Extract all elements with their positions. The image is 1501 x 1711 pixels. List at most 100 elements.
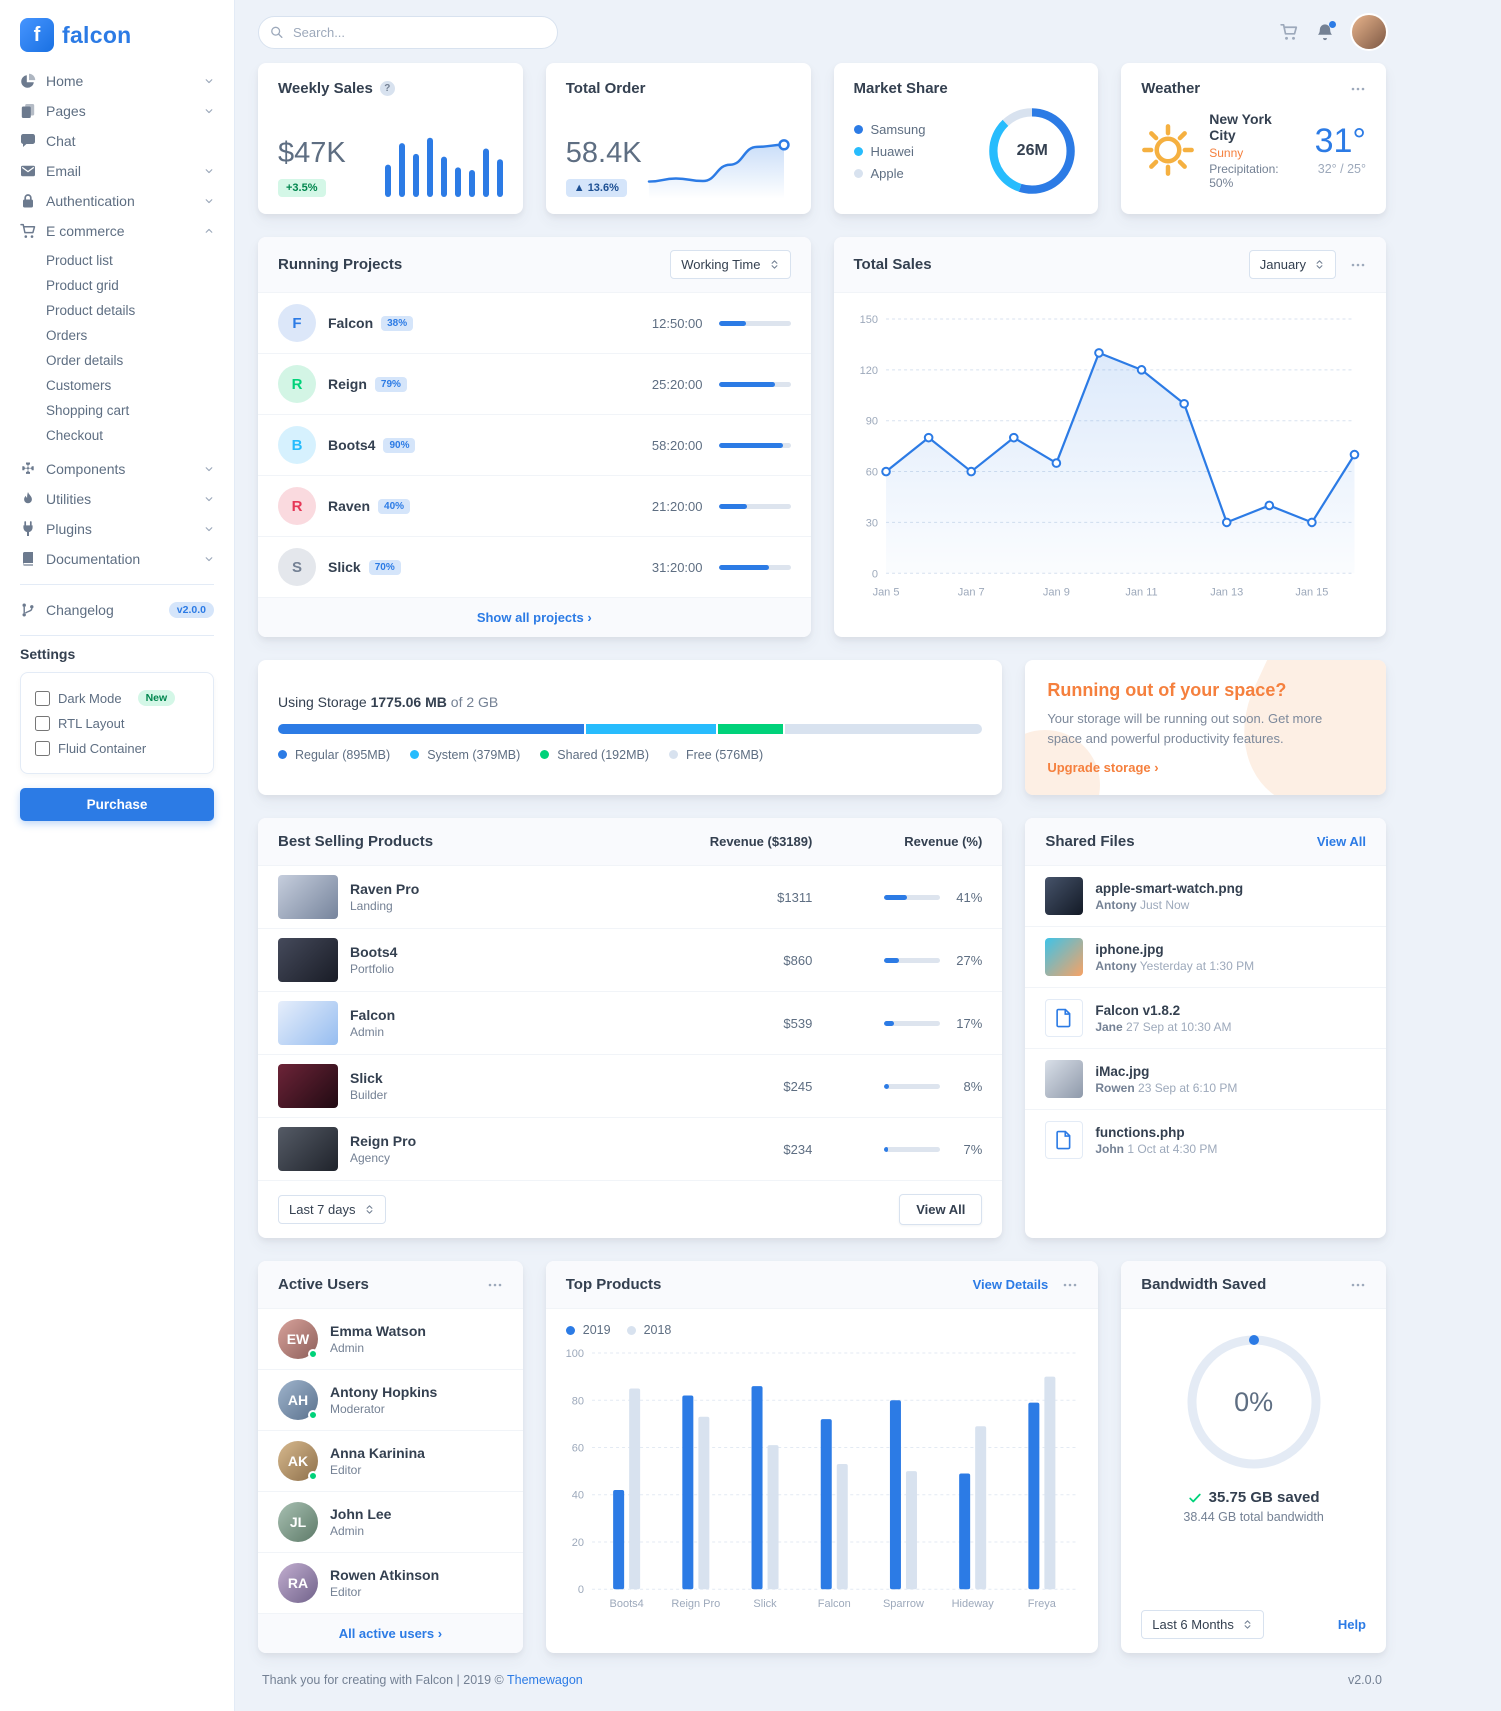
question-circle-icon[interactable]: ? (379, 81, 395, 96)
active-users-menu-button[interactable] (487, 1277, 503, 1293)
sidebar-item-ecommerce[interactable]: E commerce (20, 216, 214, 246)
product-name-link[interactable]: Falcon (350, 1007, 396, 1024)
sidebar-item-label: E commerce (46, 223, 125, 239)
legend-item-2019: 2019 (565, 1323, 611, 1337)
avatar: RA (278, 1563, 318, 1604)
themewagon-link[interactable]: Themewagon (507, 1673, 583, 1688)
sidebar-subitem-orders[interactable]: Orders (46, 328, 88, 343)
svg-text:Jan 15: Jan 15 (1295, 586, 1328, 598)
fluid-container-checkbox[interactable] (35, 741, 50, 756)
file-name-link[interactable]: apple-smart-watch.png (1095, 881, 1244, 897)
bandwidth-menu-button[interactable] (1350, 1277, 1366, 1293)
brand-logo[interactable]: f falcon (20, 10, 214, 66)
upgrade-storage-link[interactable]: Upgrade storage › (1047, 760, 1159, 776)
dark-mode-checkbox[interactable] (35, 690, 50, 706)
last-6-months-select[interactable]: Last 6 Months (1141, 1610, 1264, 1640)
sidebar: f falcon Home Pages Chat Email (0, 0, 235, 1711)
working-time-select[interactable]: Working Time (670, 250, 791, 279)
user-name-link[interactable]: Rowen Atkinson (330, 1567, 440, 1584)
fluid-container-toggle[interactable]: Fluid Container (35, 736, 199, 761)
sidebar-item-pages[interactable]: Pages (20, 96, 214, 126)
svg-text:150: 150 (859, 314, 877, 326)
legend-label: 2018 (643, 1323, 672, 1338)
sidebar-item-plugins[interactable]: Plugins (20, 514, 214, 544)
main-content: Weekly Sales ? $47K +3.5% Total Order (235, 0, 1501, 1711)
file-name-link[interactable]: iphone.jpg (1095, 942, 1164, 958)
project-progress-badge: 79% (374, 376, 407, 392)
total-sales-menu-button[interactable] (1350, 257, 1366, 273)
product-name-link[interactable]: Reign Pro (350, 1133, 417, 1150)
bandwidth-total-text: 38.44 GB total bandwidth (1183, 1510, 1324, 1525)
market-share-card: Market Share Samsung Huawei Apple 26M (833, 63, 1099, 214)
svg-text:Falcon: Falcon (817, 1599, 850, 1611)
sidebar-item-authentication[interactable]: Authentication (20, 186, 214, 216)
storage-title: Using Storage 1775.06 MB of 2 GB (278, 694, 982, 710)
sidebar-item-home[interactable]: Home (20, 66, 214, 96)
show-all-projects-link[interactable]: Show all projects › (258, 598, 811, 637)
sidebar-subitem-product-list[interactable]: Product list (46, 253, 113, 268)
product-name-link[interactable]: Raven Pro (350, 881, 420, 898)
user-name-link[interactable]: John Lee (330, 1506, 392, 1523)
weather-menu-button[interactable] (1350, 81, 1366, 97)
user-row: AK Anna Karinina Editor (258, 1431, 523, 1493)
project-name-link[interactable]: Falcon (328, 315, 374, 331)
sidebar-item-components[interactable]: Components (20, 454, 214, 484)
zip-file-icon (1045, 999, 1084, 1038)
product-name-link[interactable]: Slick (350, 1070, 383, 1087)
month-select[interactable]: January (1248, 250, 1336, 279)
lock-icon (20, 193, 36, 209)
avatar-initials: AK (287, 1453, 309, 1470)
dark-mode-toggle[interactable]: Dark Mode New (35, 685, 199, 711)
top-products-menu-button[interactable] (1062, 1277, 1078, 1293)
sidebar-item-utilities[interactable]: Utilities (20, 484, 214, 514)
sidebar-subitem-order-details[interactable]: Order details (46, 353, 124, 368)
chevron-down-icon (204, 166, 214, 176)
user-avatar[interactable] (1352, 15, 1386, 49)
weather-precipitation: Precipitation: 50% (1209, 161, 1279, 190)
new-badge: New (137, 690, 176, 706)
sidebar-item-changelog[interactable]: Changelog v2.0.0 (20, 595, 214, 625)
sidebar-item-chat[interactable]: Chat (20, 126, 214, 156)
file-owner: Antony (1095, 959, 1137, 974)
file-name-link[interactable]: iMac.jpg (1095, 1064, 1150, 1080)
rtl-layout-checkbox[interactable] (35, 716, 50, 731)
legend-label: Free (576MB) (686, 747, 764, 762)
search-box (258, 15, 558, 49)
user-name-link[interactable]: Emma Watson (330, 1323, 426, 1340)
search-input[interactable] (258, 15, 558, 49)
file-name-link[interactable]: functions.php (1095, 1125, 1185, 1141)
file-name-link[interactable]: Falcon v1.8.2 (1095, 1003, 1181, 1019)
svg-text:60: 60 (572, 1443, 584, 1455)
percent-bar (884, 1083, 941, 1089)
notifications-button[interactable] (1316, 21, 1336, 41)
last-7-days-select[interactable]: Last 7 days (278, 1195, 386, 1225)
sidebar-subitem-product-grid[interactable]: Product grid (46, 278, 119, 293)
sidebar-subitem-product-details[interactable]: Product details (46, 303, 136, 318)
sidebar-item-documentation[interactable]: Documentation (20, 544, 214, 574)
project-progress-badge: 90% (383, 437, 416, 453)
product-name-link[interactable]: Boots4 (350, 944, 398, 961)
footer-text-wrap: Thank you for creating with Falcon | 201… (262, 1673, 583, 1687)
all-active-users-link[interactable]: All active users › (258, 1614, 523, 1654)
user-name-link[interactable]: Anna Karinina (330, 1445, 425, 1462)
user-name-link[interactable]: Antony Hopkins (330, 1384, 438, 1401)
project-name-link[interactable]: Boots4 (328, 437, 376, 453)
shared-files-view-all-link[interactable]: View All (1316, 834, 1366, 850)
project-name-link[interactable]: Reign (328, 376, 367, 392)
purchase-button[interactable]: Purchase (20, 788, 214, 821)
sidebar-subitem-shopping-cart[interactable]: Shopping cart (46, 403, 130, 418)
cart-button[interactable] (1280, 23, 1298, 41)
sidebar-item-email[interactable]: Email (20, 156, 214, 186)
sidebar-subitem-customers[interactable]: Customers (46, 378, 112, 393)
total-sales-title: Total Sales (853, 256, 932, 273)
sidebar-item-label: Email (46, 163, 82, 179)
help-link[interactable]: Help (1337, 1617, 1366, 1633)
progress-fill (884, 1083, 889, 1089)
sidebar-subitem-checkout[interactable]: Checkout (46, 428, 104, 443)
project-name-link[interactable]: Slick (328, 559, 361, 575)
project-name-link[interactable]: Raven (328, 498, 371, 514)
view-all-button[interactable]: View All (899, 1194, 983, 1226)
view-details-link[interactable]: View Details (972, 1277, 1049, 1293)
rtl-layout-toggle[interactable]: RTL Layout (35, 711, 199, 736)
